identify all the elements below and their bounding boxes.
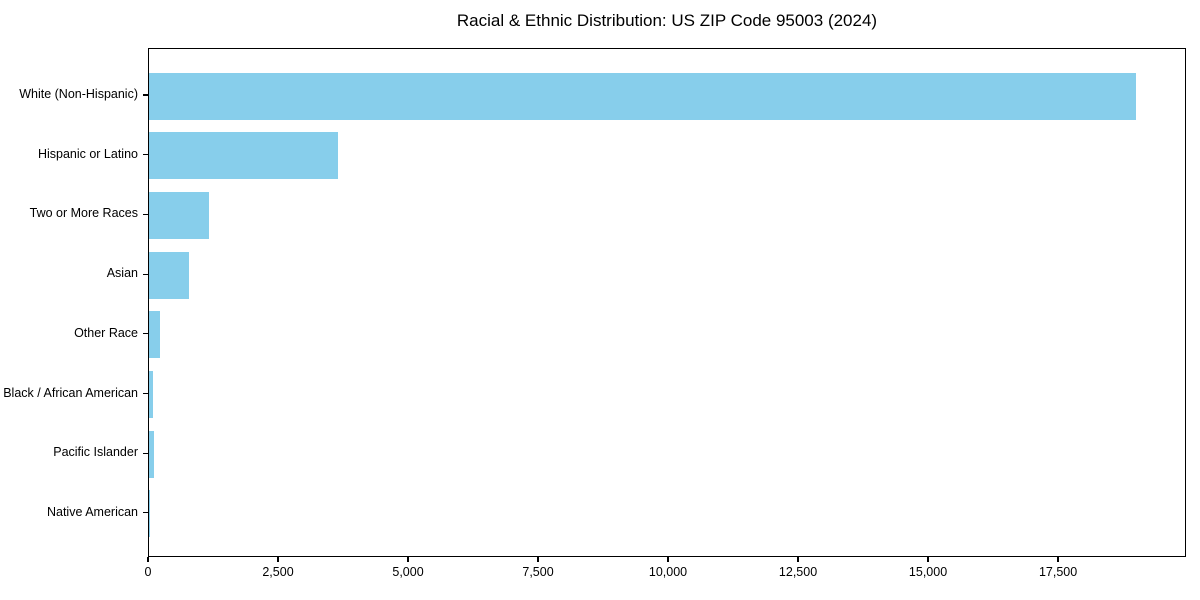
- x-tick-mark: [147, 557, 149, 562]
- chart-title: Racial & Ethnic Distribution: US ZIP Cod…: [456, 11, 878, 30]
- y-tick-mark: [143, 154, 148, 156]
- x-tick-label: 15,000: [908, 565, 948, 579]
- y-tick-label: Native American: [46, 504, 138, 519]
- y-tick-mark: [143, 512, 148, 514]
- y-tick-mark: [143, 333, 148, 335]
- x-tick-label: 2,500: [262, 565, 294, 579]
- bar-hispanic-or-latino: [149, 132, 339, 180]
- x-tick-label: 12,500: [778, 565, 818, 579]
- x-tick-mark: [537, 557, 539, 562]
- bar-asian: [149, 251, 189, 299]
- x-tick-mark: [667, 557, 669, 562]
- y-tick-label: Black / African American: [3, 385, 138, 400]
- bar-white-non-hispanic: [149, 72, 1136, 120]
- y-tick-label: Hispanic or Latino: [37, 146, 138, 161]
- x-tick-mark: [927, 557, 929, 562]
- y-tick-label: Other Race: [74, 325, 138, 340]
- y-tick-mark: [143, 94, 148, 96]
- x-tick-label: 0: [144, 565, 152, 579]
- y-tick-mark: [143, 213, 148, 215]
- bar-two-or-more-races: [149, 191, 209, 239]
- plot-area: [148, 48, 1186, 557]
- y-tick-label: Pacific Islander: [53, 445, 138, 460]
- bar-other-race: [149, 311, 161, 359]
- x-tick-label: 5,000: [392, 565, 424, 579]
- y-tick-mark: [143, 392, 148, 395]
- y-tick-mark: [143, 452, 148, 454]
- x-tick-label: 7,500: [522, 565, 554, 579]
- y-tick-mark: [143, 273, 148, 275]
- y-tick-label: White (Non-Hispanic): [19, 87, 138, 101]
- x-tick-label: 17,500: [1038, 565, 1078, 579]
- bar-native-american: [149, 490, 150, 538]
- y-tick-label: Asian: [106, 266, 138, 281]
- x-tick-mark: [1057, 557, 1059, 562]
- x-tick-mark: [797, 557, 799, 562]
- bar-pacific-islander: [149, 430, 155, 478]
- bar-black-african-american: [149, 371, 154, 418]
- x-tick-mark: [277, 557, 279, 562]
- x-tick-label: 10,000: [648, 565, 688, 579]
- x-tick-mark: [407, 557, 409, 562]
- y-tick-label: Two or More Races: [29, 206, 138, 221]
